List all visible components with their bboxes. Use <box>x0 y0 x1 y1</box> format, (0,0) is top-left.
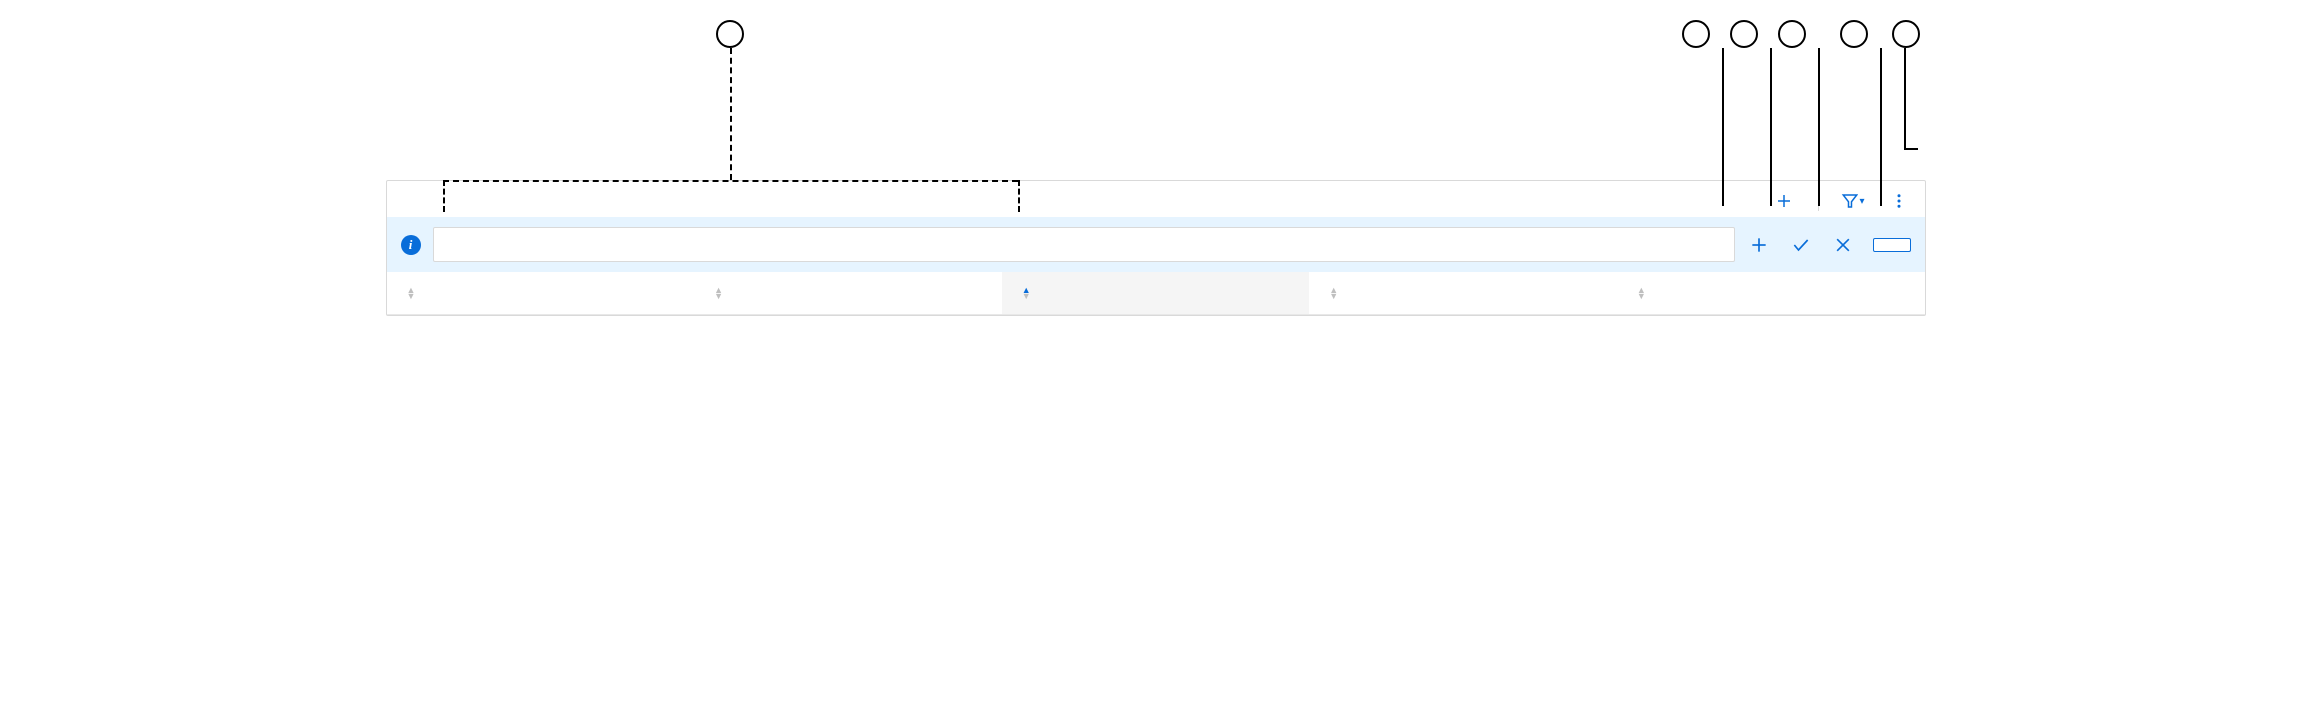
filter-actions <box>1747 233 1911 257</box>
callout-2-line <box>1722 48 1724 206</box>
panel-toolbar: ▾ <box>387 181 1925 217</box>
col-name[interactable]: ▲▼ <box>387 272 695 315</box>
clear-filter-icon[interactable] <box>1831 233 1855 257</box>
filter-icon[interactable]: ▾ <box>1841 189 1865 213</box>
more-icon[interactable] <box>1887 189 1911 213</box>
callout-6 <box>1892 20 1920 48</box>
callout-3 <box>1730 20 1758 48</box>
col-requested-status[interactable]: ▲▼ <box>1002 272 1310 315</box>
callout-1 <box>716 20 744 48</box>
filter-bar: i <box>387 217 1925 272</box>
add-column-icon[interactable] <box>1772 189 1796 213</box>
callout-4-line <box>1818 48 1820 206</box>
callout-4 <box>1778 20 1806 48</box>
callout-1-vline <box>730 48 732 180</box>
monitors-table: ▲▼ ▲▼ ▲▼ ▲▼ ▲▼ <box>387 272 1925 315</box>
info-icon: i <box>401 235 421 255</box>
col-updated[interactable]: ▲▼ <box>1617 272 1925 315</box>
callout-3-line <box>1770 48 1772 206</box>
save-filter-button[interactable] <box>1873 238 1911 252</box>
add-filter-icon[interactable] <box>1747 233 1771 257</box>
apply-filter-icon[interactable] <box>1789 233 1813 257</box>
callout-5 <box>1840 20 1868 48</box>
callout-1-rbox <box>1018 180 1020 212</box>
filter-query-input[interactable] <box>433 227 1735 262</box>
data-panel: ▾ i <box>386 180 1926 316</box>
callout-6-h <box>1904 148 1918 150</box>
callout-1-hline <box>443 180 1018 182</box>
callout-2 <box>1682 20 1710 48</box>
callout-6-line <box>1904 48 1906 148</box>
callout-5-line <box>1880 48 1882 206</box>
col-created[interactable]: ▲▼ <box>1309 272 1617 315</box>
main-container: ▾ i <box>386 20 1926 316</box>
col-status[interactable]: ▲▼ <box>694 272 1002 315</box>
callouts-layer <box>386 20 1926 180</box>
callout-1-lbox <box>443 180 445 212</box>
